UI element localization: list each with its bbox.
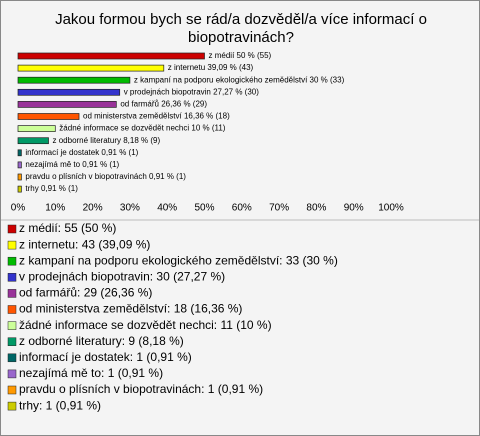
legend-swatch	[7, 401, 17, 411]
legend-label: informací je dostatek: 1 (0,91 %)	[19, 350, 192, 364]
x-tick-label: 40%	[157, 203, 177, 214]
bar	[17, 113, 80, 120]
bar	[17, 185, 22, 193]
bar-label: v prodejnách biopotravin 27,27 % (30)	[124, 87, 260, 96]
bar	[17, 125, 56, 132]
legend-label: od farmářů: 29 (26,36 %)	[19, 286, 152, 300]
x-tick-label: 50%	[194, 203, 214, 214]
x-tick-label: 90%	[344, 203, 364, 214]
bar-label: od farmářů 26,36 % (29)	[120, 100, 207, 109]
legend-swatch	[7, 273, 17, 282]
bar-label: z kampaní na podporu ekologického zemědě…	[134, 75, 345, 84]
legend-label: z médií: 55 (50 %)	[19, 221, 116, 235]
chart-title: Jakou formou bych se rád/a dozvěděl/a ví…	[55, 11, 427, 46]
legend-swatch	[7, 305, 17, 314]
x-tick-label: 10%	[45, 203, 65, 214]
bar-label: od ministerstva zemědělství 16,36 % (18)	[83, 112, 230, 121]
legend-swatch	[7, 240, 17, 250]
x-tick-label: 30%	[120, 203, 140, 214]
bar	[17, 64, 165, 72]
legend-swatch	[7, 224, 17, 234]
legend-label: v prodejnách biopotravin: 30 (27,27 %)	[19, 269, 225, 283]
x-tick-label: 100%	[378, 203, 404, 214]
x-tick-label: 0%	[11, 203, 26, 214]
legend-swatch	[7, 256, 17, 266]
bar	[17, 173, 22, 181]
x-tick-label: 60%	[232, 203, 252, 214]
bar-label: z médií 50 % (55)	[209, 51, 272, 60]
bar-label: z internetu 39,09 % (43)	[168, 63, 254, 72]
legend-label: od ministerstva zemědělství: 18 (16,36 %…	[19, 302, 242, 316]
bar	[17, 161, 22, 169]
bar	[17, 52, 205, 60]
bar-label: nezajímá mě to 0,91 % (1)	[25, 160, 119, 169]
legend-swatch	[7, 289, 17, 298]
legend-swatch	[7, 321, 17, 330]
bar-label: pravdu o plísních v biopotravinách 0,91 …	[25, 172, 186, 181]
x-tick-label: 20%	[83, 203, 103, 214]
x-tick-label: 80%	[306, 203, 326, 214]
bar	[17, 76, 131, 84]
legend-swatch	[7, 385, 17, 395]
x-tick-label: 70%	[269, 203, 289, 214]
legend-swatch	[7, 353, 17, 363]
legend-label: nezajímá mě to: 1 (0,91 %)	[19, 366, 163, 380]
bar-label: z odborné literatury 8,18 % (9)	[53, 136, 161, 145]
legend-label: z internetu: 43 (39,09 %)	[19, 237, 150, 251]
legend-swatch	[7, 337, 17, 346]
legend-label: pravdu o plísních v biopotravinách: 1 (0…	[19, 382, 263, 396]
bar-label: žádné informace se dozvědět nechci 10 % …	[59, 124, 226, 133]
bar	[17, 88, 121, 96]
bar	[17, 149, 22, 157]
bar-label: informací je dostatek 0,91 % (1)	[25, 148, 138, 157]
legend-label: z odborné literatury: 9 (8,18 %)	[19, 334, 184, 348]
legend-swatch	[7, 369, 17, 379]
bar	[17, 137, 49, 145]
legend-label: z kampaní na podporu ekologického zemědě…	[19, 253, 338, 267]
legend-label: trhy: 1 (0,91 %)	[19, 398, 101, 412]
bar	[17, 101, 117, 108]
bar-label: trhy 0,91 % (1)	[25, 184, 78, 193]
legend-label: žádné informace se dozvědět nechci: 11 (…	[19, 318, 272, 332]
